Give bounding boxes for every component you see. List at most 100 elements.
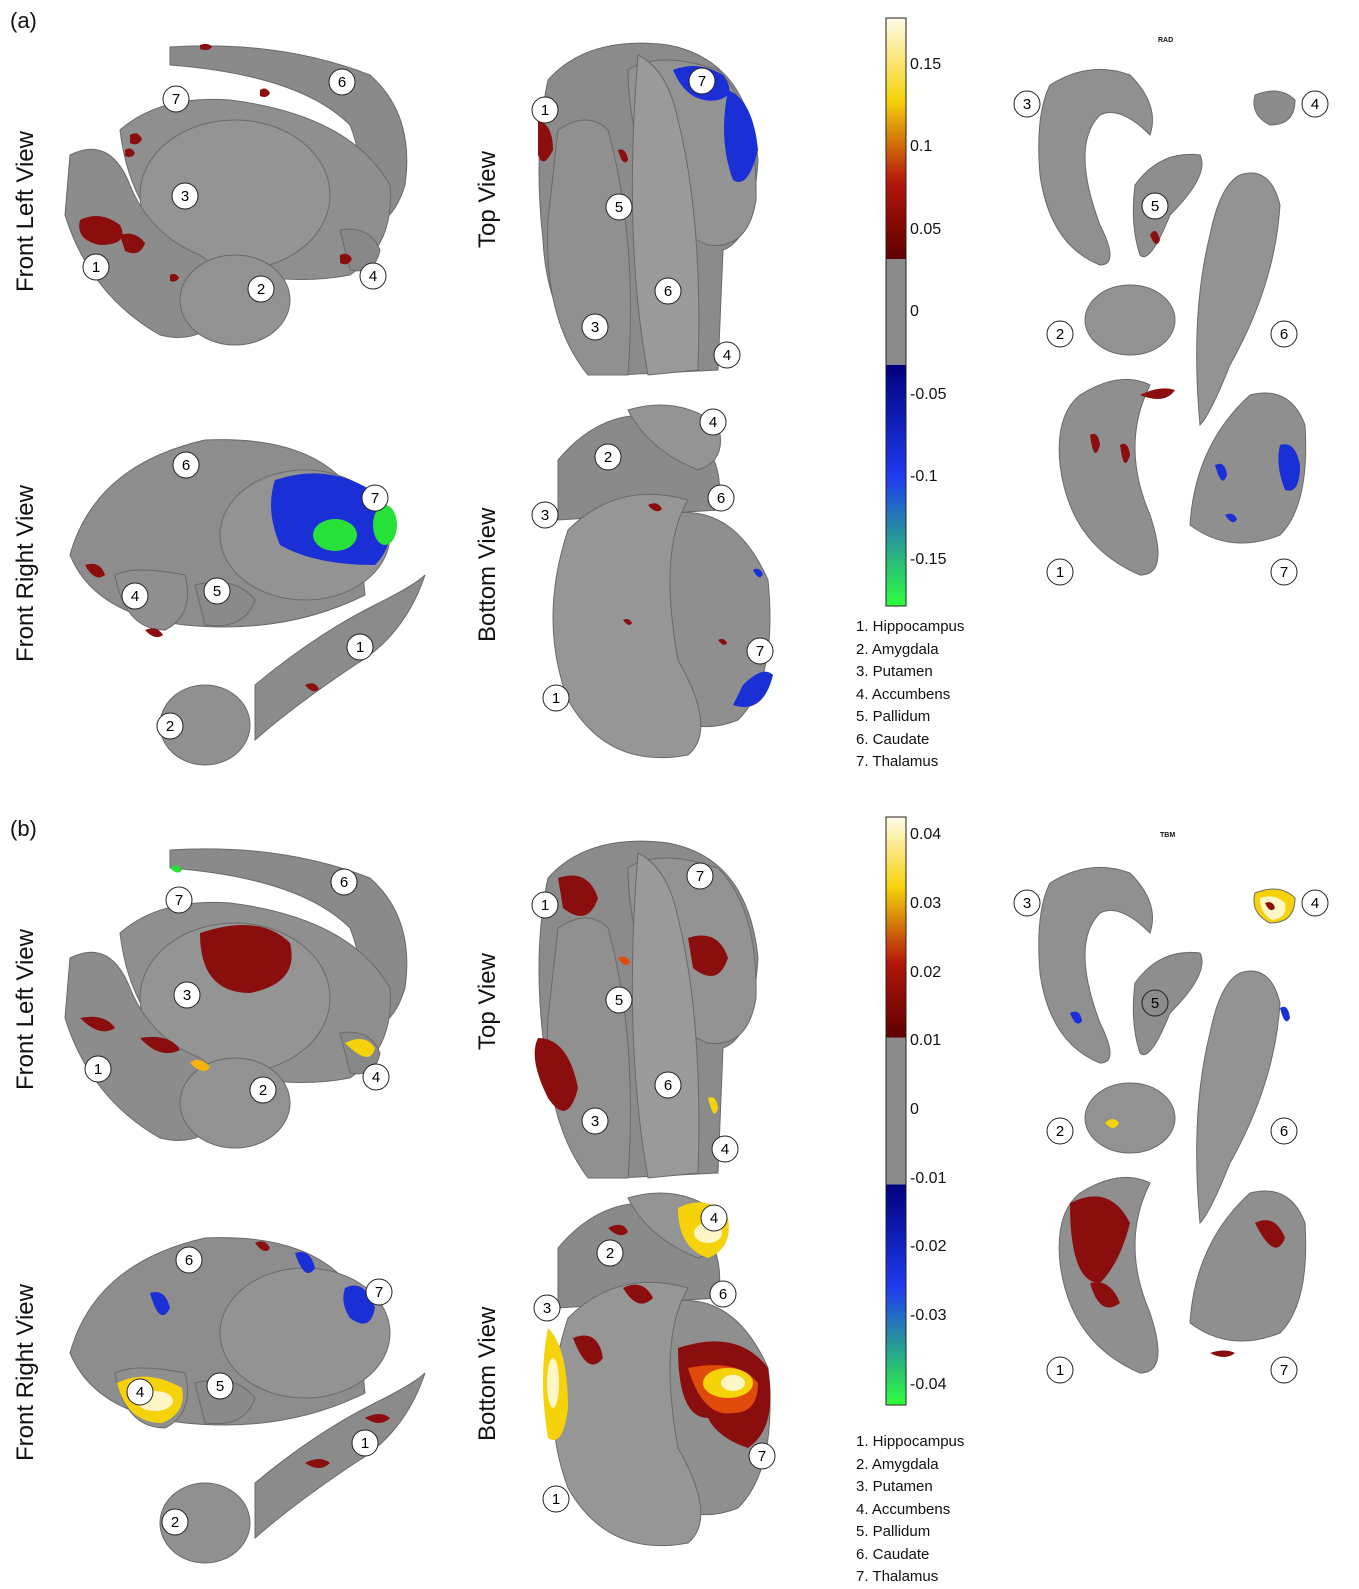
legend-item: 2. Amygdala <box>856 640 939 658</box>
legend-item: 7. Thalamus <box>856 753 939 770</box>
label-1: 1 <box>541 897 549 914</box>
label-7: 7 <box>758 1448 766 1465</box>
legend-item: 4. Accumbens <box>856 685 951 703</box>
label-6: 6 <box>717 490 725 507</box>
structure-legend: 1. Hippocampus 2. Amygdala 3. Putamen 4.… <box>856 1431 964 1589</box>
label-7: 7 <box>371 490 379 507</box>
label-3: 3 <box>183 987 191 1004</box>
label-6: 6 <box>182 457 190 474</box>
legend-item: 1. Hippocampus <box>856 618 965 635</box>
label-5: 5 <box>615 199 623 216</box>
panel-b: (b) Front Left View Top View Front Right… <box>0 808 1359 1589</box>
legend-item: 5. Pallidum <box>856 1523 931 1540</box>
legend-item: 3. Putamen <box>856 663 933 680</box>
label-4: 4 <box>372 1069 380 1086</box>
legend-item: 4. Accumbens <box>856 1500 951 1518</box>
bottom-view-render: 1 2 3 4 6 7 <box>531 404 774 759</box>
label-6: 6 <box>1280 326 1288 343</box>
label-1: 1 <box>1056 564 1064 581</box>
label-7: 7 <box>175 892 183 909</box>
label-2: 2 <box>606 1245 614 1262</box>
label-4: 4 <box>1311 96 1319 113</box>
label-5: 5 <box>1151 995 1159 1012</box>
front-right-render: 1 2 4 5 6 7 <box>69 439 426 766</box>
colorbar-tick: -0.03 <box>910 1307 947 1324</box>
top-view-render: 1 3 4 5 6 7 <box>531 840 759 1179</box>
legend-item: 2. Amygdala <box>856 1455 939 1473</box>
structure-legend: 1. Hippocampus 2. Amygdala 3. Putamen 4.… <box>856 616 964 774</box>
label-7: 7 <box>1280 564 1288 581</box>
label-4: 4 <box>1311 895 1319 912</box>
view-label-top: Top View <box>474 151 501 248</box>
label-6: 6 <box>338 74 346 91</box>
label-1: 1 <box>94 1061 102 1078</box>
legend-item: 3. Putamen <box>856 1478 933 1495</box>
label-7: 7 <box>172 91 180 108</box>
label-4: 4 <box>136 1384 144 1401</box>
label-5: 5 <box>213 583 221 600</box>
label-2: 2 <box>1056 1123 1064 1140</box>
panel-label: (a) <box>10 8 37 33</box>
label-5: 5 <box>216 1378 224 1395</box>
legend-item: 6. Caudate <box>856 1545 930 1563</box>
colorbar-tick: 0.04 <box>910 826 942 843</box>
label-7: 7 <box>1280 1362 1288 1379</box>
measure-label: RAD <box>1158 37 1174 44</box>
exploded-view-rad: 1 2 3 4 5 6 7 <box>1013 68 1329 586</box>
label-3: 3 <box>591 1113 599 1130</box>
label-2: 2 <box>257 281 265 298</box>
view-label-bottom: Bottom View <box>474 507 501 642</box>
colorbar-tick: -0.05 <box>910 386 947 403</box>
label-1: 1 <box>361 1435 369 1452</box>
label-2: 2 <box>171 1514 179 1531</box>
view-label-top: Top View <box>474 953 501 1050</box>
colorbar-tick: 0.05 <box>910 221 942 238</box>
label-2: 2 <box>604 449 612 466</box>
colorbar-tick: 0 <box>910 1101 919 1118</box>
label-2: 2 <box>166 718 174 735</box>
label-3: 3 <box>181 188 189 205</box>
panel-label: (b) <box>10 816 37 841</box>
colorbar-tick: 0 <box>910 303 919 320</box>
bottom-view-render: 1 2 3 4 6 7 <box>533 1192 776 1547</box>
label-2: 2 <box>259 1082 267 1099</box>
label-2: 2 <box>1056 326 1064 343</box>
label-6: 6 <box>664 283 672 300</box>
colorbar-tick: -0.01 <box>910 1170 947 1187</box>
legend-item: 1. Hippocampus <box>856 1433 965 1450</box>
front-right-render: 1 2 4 5 6 7 <box>69 1237 426 1564</box>
panel-a: (a) Front Left View Top View Front Right… <box>10 8 1329 774</box>
label-4: 4 <box>710 1210 718 1227</box>
measure-label: TBM <box>1160 832 1176 839</box>
label-4: 4 <box>721 1141 729 1158</box>
colorbar-tick: 0.02 <box>910 964 942 981</box>
view-label-front-right: Front Right View <box>12 1284 39 1461</box>
front-left-render: 1 2 3 4 6 7 <box>64 43 408 346</box>
view-label-bottom: Bottom View <box>474 1306 501 1441</box>
label-6: 6 <box>1280 1123 1288 1140</box>
label-3: 3 <box>1023 895 1031 912</box>
label-4: 4 <box>723 347 731 364</box>
colorbar-tick: -0.04 <box>910 1376 947 1393</box>
label-5: 5 <box>615 992 623 1009</box>
label-7: 7 <box>698 73 706 90</box>
label-3: 3 <box>591 319 599 336</box>
label-4: 4 <box>369 268 377 285</box>
legend-item: 6. Caudate <box>856 730 930 748</box>
colorbar-tick: -0.02 <box>910 1238 947 1255</box>
view-label-front-left: Front Left View <box>12 131 39 292</box>
colorbar-tick: 0.15 <box>910 56 942 73</box>
legend-item: 5. Pallidum <box>856 708 931 725</box>
label-7: 7 <box>696 868 704 885</box>
colorbar-tick: 0.1 <box>910 138 933 155</box>
label-1: 1 <box>356 639 364 656</box>
label-3: 3 <box>541 507 549 524</box>
colorbar-tick: 0.01 <box>910 1032 942 1049</box>
front-left-render: 1 2 3 4 6 7 <box>64 848 408 1149</box>
view-label-front-right: Front Right View <box>12 485 39 662</box>
colorbar-rad <box>885 17 907 607</box>
exploded-view-tbm: 1 2 3 4 5 6 7 <box>1013 866 1329 1384</box>
top-view-render: 1 3 4 5 6 7 <box>531 42 759 376</box>
label-6: 6 <box>664 1077 672 1094</box>
label-3: 3 <box>1023 96 1031 113</box>
